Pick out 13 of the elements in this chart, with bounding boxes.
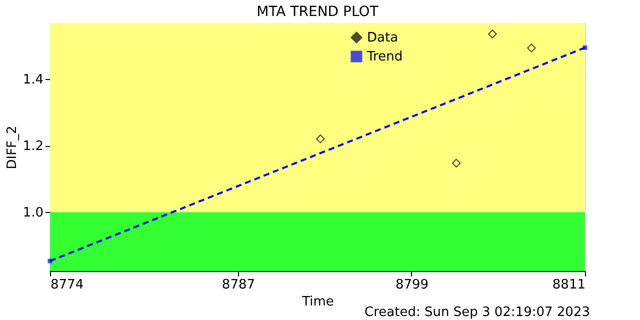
chart-title: MTA TREND PLOT xyxy=(256,4,379,20)
x-axis-title: Time xyxy=(301,294,334,310)
y-axis-title: DIFF_2 xyxy=(4,126,20,170)
x-tick-label: 8774 xyxy=(50,278,84,292)
y-tick-label: 1.4 xyxy=(22,72,44,88)
x-tick-label: 8811 xyxy=(552,278,586,292)
legend-label: Data xyxy=(367,30,398,46)
legend-label: Trend xyxy=(366,50,403,64)
x-tick-label: 8787 xyxy=(222,278,256,292)
x-tick-label: 8799 xyxy=(395,278,429,292)
y-tick-label: 1.2 xyxy=(22,139,44,154)
text: Created: Sun Sep 3 02:19:07 2023 xyxy=(364,305,590,320)
y-tick-label: 1.0 xyxy=(22,206,44,221)
